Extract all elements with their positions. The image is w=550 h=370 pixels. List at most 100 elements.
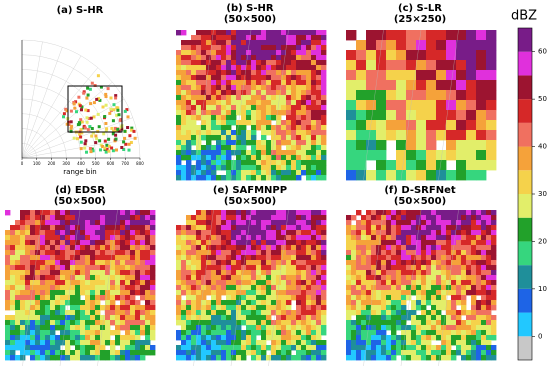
radar-cell [241,30,246,35]
radar-cell [125,310,130,315]
radar-cell [376,235,381,240]
radar-cell [426,60,436,70]
radar-cell [266,325,271,330]
radar-cell [110,270,115,275]
radar-cell [216,355,221,360]
radar-cell [251,70,256,75]
radar-cell [466,280,471,285]
radar-cell [426,140,436,150]
radar-cell [311,110,316,115]
radar-cell [231,60,236,65]
radar-cell [100,295,105,300]
radar-cell [40,275,45,280]
radar-cell [221,320,226,325]
radar-cell [321,50,326,55]
radar-cell [446,70,456,80]
radar-cell [451,310,456,315]
radar-cell [221,225,226,230]
radar-cell [231,265,236,270]
radar-cell [286,320,291,325]
radar-cell [391,240,396,245]
radar-cell [70,315,75,320]
radar-cell [236,235,241,240]
radar-cell [386,170,396,180]
radar-cell [100,280,105,285]
radar-cell [261,265,266,270]
radar-cell [15,315,20,320]
radar-cell [50,305,55,310]
radar-cell [191,80,196,85]
radar-cell [105,240,110,245]
radar-cell [181,80,186,85]
radar-cell [381,235,386,240]
radar-cell [311,220,316,225]
radar-cell [216,140,221,145]
radar-cell [211,240,216,245]
radar-cell [251,165,256,170]
radar-cell [321,140,326,145]
radar-cell [186,170,191,175]
radar-cell [140,240,145,245]
radar-cell [281,160,286,165]
radar-cell [366,330,371,335]
radar-cell [10,350,15,355]
radar-cell [261,155,266,160]
radar-cell [376,30,386,40]
radar-cell [130,315,135,320]
radar-cell [251,280,256,285]
radar-cell [391,320,396,325]
radar-cell [35,265,40,270]
radar-cell [95,255,100,260]
radar-cell [246,230,251,235]
radar-cell [226,95,231,100]
radar-cell [50,250,55,255]
radar-cell [291,260,296,265]
radar-cell [191,215,196,220]
radar-cell [206,285,211,290]
radar-cell [226,165,231,170]
radar-cell [226,275,231,280]
radar-cell [75,265,80,270]
radar-cell [346,140,356,150]
radar-cell [261,220,266,225]
radar-cell [84,109,87,112]
radar-cell [236,45,241,50]
radar-cell [226,345,231,350]
radar-cell [135,260,140,265]
radar-cell [256,125,261,130]
radar-cell [476,340,481,345]
radar-cell [104,140,107,143]
radar-cell [256,95,261,100]
radar-cell [471,305,476,310]
radar-cell [461,260,466,265]
radar-cell [221,255,226,260]
radar-cell [135,235,140,240]
radar-cell [196,65,201,70]
radar-cell [176,90,181,95]
radar-cell [281,170,286,175]
radar-cell [120,315,125,320]
radar-cell [446,275,451,280]
radar-cell [296,35,301,40]
radar-cell [50,315,55,320]
radar-cell [140,305,145,310]
radar-cell [291,355,296,360]
radar-cell [201,315,206,320]
radar-cell [316,100,321,105]
radar-cell [5,305,10,310]
radar-cell [135,350,140,355]
radar-cell [181,120,186,125]
radar-cell [476,215,481,220]
radar-cell [35,225,40,230]
radar-cell [471,220,476,225]
radar-cell [461,265,466,270]
radar-cell [306,305,311,310]
radar-cell [110,255,115,260]
radar-cell [276,215,281,220]
radar-cell [441,355,446,360]
radar-cell [346,270,351,275]
radar-cell [386,40,396,50]
radar-cell [176,310,181,315]
radar-cell [241,225,246,230]
radar-cell [296,215,301,220]
